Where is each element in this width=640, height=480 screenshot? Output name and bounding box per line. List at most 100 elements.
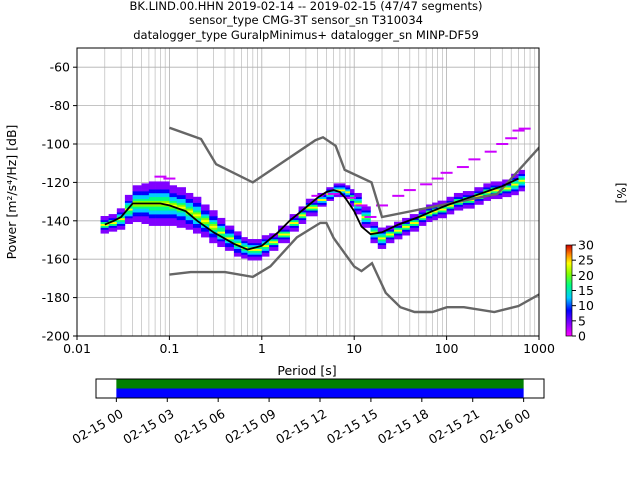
pdf-cell: [361, 210, 371, 213]
pdf-cell: [518, 171, 525, 175]
pdf-cell: [409, 223, 420, 226]
pdf-cell: [305, 202, 318, 205]
pdf-cell: [361, 223, 371, 226]
pdf-cell: [247, 252, 254, 255]
pdf-cell: [490, 185, 503, 188]
y-tick-label: -60: [50, 60, 70, 75]
pdf-cell: [233, 239, 242, 242]
pdf-cell: [377, 239, 387, 242]
pdf-cell: [394, 221, 403, 224]
pdf-cell: [289, 214, 299, 217]
pdf-cell: [333, 185, 341, 188]
pdf-cell: [169, 194, 178, 198]
pdf-cell: [124, 208, 133, 211]
pdf-cell: [141, 206, 150, 209]
pdf-cell: [247, 254, 254, 257]
pdf-cell: [394, 235, 403, 238]
pdf-cell: [116, 212, 126, 215]
pdf-cell: [141, 200, 150, 203]
pdf-cell: [490, 181, 503, 184]
pdf-cell: [169, 204, 178, 207]
pdf-cell: [385, 231, 395, 234]
pdf-cell: [132, 206, 142, 209]
pdf-cell: [141, 187, 150, 190]
model-low-curve: [169, 221, 539, 314]
pdf-cell: [518, 183, 525, 186]
pdf-cell: [474, 194, 484, 198]
pdf-cell: [160, 204, 170, 207]
pdf-cell: [241, 250, 248, 253]
pdf-cell: [160, 210, 170, 213]
pdf-outlier-cell: [311, 194, 324, 197]
pdf-cell: [124, 219, 133, 223]
colorbar-tick-label: 15: [578, 283, 594, 298]
pdf-cell: [446, 210, 455, 213]
pdf-cell: [345, 185, 351, 188]
pdf-cell: [185, 217, 194, 221]
pdf-cell: [326, 196, 335, 200]
pdf-cell: [160, 185, 170, 188]
pdf-cell: [511, 183, 519, 186]
ppsd-plot: 0.01 0.1 1 10 100 1000 -200 -180 -160 -140 -120 -1…: [4, 47, 555, 378]
pdf-cell: [141, 194, 150, 198]
pdf-cell: [518, 179, 525, 182]
pdf-cell: [160, 214, 170, 217]
pdf-cell: [176, 221, 186, 224]
pdf-cell: [511, 192, 519, 196]
pdf-cell: [169, 200, 178, 203]
pdf-cell: [377, 242, 387, 246]
chart-title: BK.LIND.00.HHN 2019-02-14 -- 2019-02-15 …: [130, 0, 483, 42]
pdf-outlier-cell: [496, 143, 509, 145]
pdf-cell: [252, 240, 263, 244]
pdf-cell: [289, 223, 299, 226]
pdf-cell: [377, 229, 387, 232]
pdf-cell: [209, 235, 218, 238]
pdf-cell: [432, 217, 438, 221]
pdf-cell: [370, 227, 379, 230]
pdf-cell: [225, 229, 235, 232]
pdf-cell: [155, 200, 161, 203]
pdf-cell: [132, 196, 142, 200]
pdf-cell: [446, 212, 455, 215]
pdf-cell: [176, 217, 186, 221]
pdf-cell: [462, 191, 475, 194]
pdf-cell: [370, 225, 379, 228]
pdf-cell: [201, 229, 210, 232]
pdf-cell: [233, 252, 242, 255]
colorbar-tick-label: 10: [578, 298, 594, 313]
pdf-cell: [209, 225, 218, 228]
pdf-cell: [354, 202, 362, 205]
pdf-cell: [326, 191, 335, 194]
pdf-cell: [298, 212, 307, 215]
pdf-cell: [333, 191, 341, 194]
pdf-cell: [185, 202, 194, 205]
pdf-cell: [148, 200, 156, 203]
pdf-cell: [169, 208, 178, 211]
pdf-cell: [446, 208, 455, 211]
pdf-cell: [209, 217, 218, 221]
pdf-cell: [209, 214, 218, 217]
pdf-cell: [155, 217, 161, 221]
pdf-cell: [155, 185, 161, 188]
pdf-cell: [132, 219, 142, 223]
pdf-cell: [155, 189, 161, 192]
pdf-cell: [426, 214, 433, 217]
pdf-cell: [169, 192, 178, 196]
pdf-cell: [233, 240, 242, 244]
pdf-cell: [141, 198, 150, 201]
pdf-cell: [305, 198, 318, 201]
pdf-cell: [155, 214, 161, 217]
pdf-cell: [148, 210, 156, 213]
pdf-cell: [124, 204, 133, 207]
pdf-cell: [289, 221, 299, 224]
x-tick-label: 0.1: [159, 341, 179, 356]
pdf-cell: [518, 173, 525, 176]
pdf-cell: [261, 248, 270, 251]
pdf-cell: [148, 212, 156, 215]
pdf-cell: [108, 214, 118, 217]
pdf-cell: [502, 187, 512, 190]
pdf-cell: [361, 214, 371, 217]
pdf-cell: [462, 194, 475, 198]
pdf-cell: [201, 208, 210, 211]
